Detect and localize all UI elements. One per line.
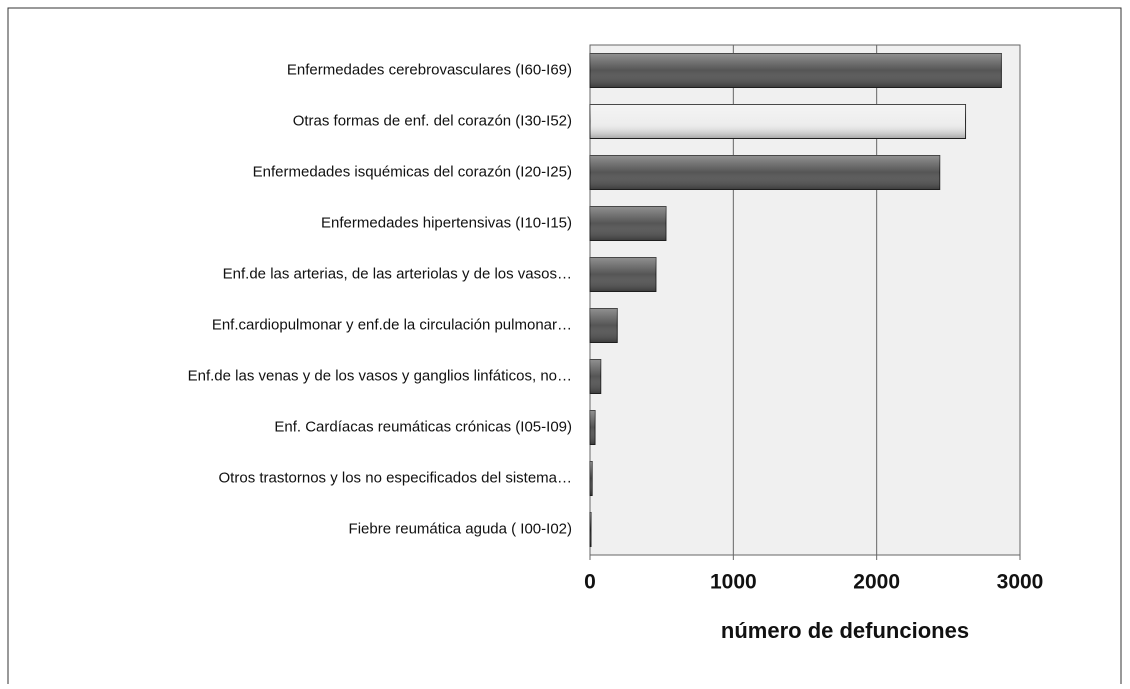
y-tick-label: Otros trastornos y los no especificados … — [219, 469, 572, 486]
x-tick-label: 3000 — [997, 571, 1044, 594]
y-tick-label: Enf.de las venas y de los vasos y gangli… — [188, 367, 572, 384]
y-tick-label: Otras formas de enf. del corazón (I30-I5… — [293, 112, 572, 129]
bar-shading — [590, 257, 656, 292]
bar-shading — [590, 359, 601, 394]
x-tick-label: 2000 — [853, 571, 900, 594]
bar-shading — [590, 410, 596, 445]
y-tick-label: Enf.cardiopulmonar y enf.de la circulaci… — [212, 316, 572, 333]
x-axis-title: número de defunciones — [721, 618, 969, 643]
bar-shading — [590, 53, 1002, 88]
y-tick-label: Enfermedades cerebrovasculares (I60-I69) — [287, 61, 572, 78]
bar-shading — [590, 104, 966, 139]
bar-shading — [590, 155, 940, 190]
y-tick-label: Enf. Cardíacas reumáticas crónicas (I05-… — [274, 418, 572, 435]
x-tick-label: 0 — [584, 571, 596, 594]
bar-shading — [590, 308, 618, 343]
bar-shading — [590, 461, 593, 496]
page-frame — [7, 7, 1122, 689]
plot-border — [589, 44, 1021, 556]
bar-shading — [590, 512, 592, 547]
bar-shading — [590, 206, 666, 241]
y-tick-label: Enfermedades isquémicas del corazón (I20… — [253, 163, 572, 180]
x-tick-label: 1000 — [710, 571, 757, 594]
y-tick-label: Enf.de las arterias, de las arteriolas y… — [223, 265, 572, 282]
y-tick-label: Fiebre reumática aguda ( I00-I02) — [349, 520, 572, 537]
y-tick-label: Enfermedades hipertensivas (I10-I15) — [321, 214, 572, 231]
